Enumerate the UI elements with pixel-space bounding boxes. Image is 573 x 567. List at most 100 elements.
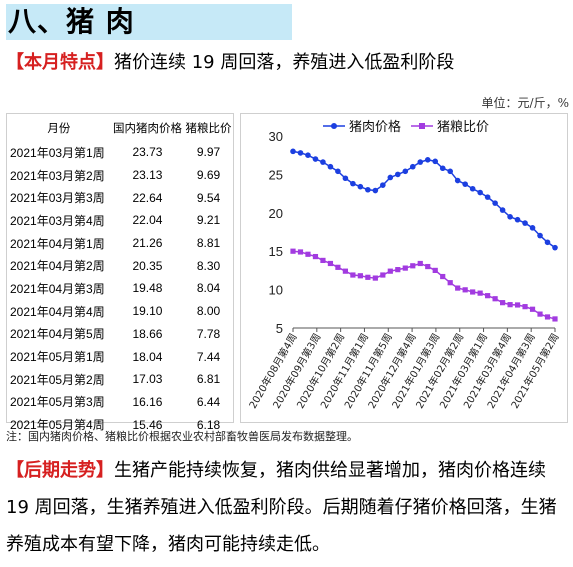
data-point — [327, 260, 334, 267]
table-row: 2021年03月第3周 22.64 9.54 — [7, 186, 233, 209]
data-point — [402, 265, 408, 271]
data-point — [335, 168, 341, 175]
footnote: 注：国内猪肉价格、猪粮比价根据农业农村部畜牧兽医局发布数据整理。 — [6, 430, 358, 443]
feature-heading: 【本月特点】猪价连续 19 周回落，养殖进入低盈利阶段 — [6, 50, 454, 76]
data-point — [537, 232, 543, 239]
data-point — [297, 150, 304, 156]
pork-price-cell: 16.16 — [132, 394, 163, 409]
outlook-text: 生猪产能持续恢复，猪肉供给显著增加，猪肉价格连续 19 周回落，生猪养殖进入低盈… — [6, 460, 557, 555]
data-point — [514, 216, 521, 223]
data-point — [492, 200, 498, 206]
data-point — [342, 268, 348, 274]
data-point — [372, 275, 378, 281]
data-point — [447, 168, 453, 175]
table-row: 2021年05月第4周 15.46 6.18 — [7, 413, 233, 436]
data-point — [380, 272, 386, 278]
data-point — [507, 213, 513, 220]
data-point — [320, 257, 326, 264]
data-point — [537, 311, 543, 317]
data-point — [425, 263, 431, 270]
table-row: 2021年04月第2周 20.35 8.30 — [7, 254, 233, 277]
data-point — [529, 306, 536, 312]
y-tick-label: 30 — [269, 129, 283, 144]
data-point — [395, 171, 401, 178]
legend-marker — [419, 123, 425, 129]
data-point — [305, 152, 311, 158]
data-point — [462, 287, 468, 293]
data-point — [409, 163, 416, 170]
pork-price-cell: 22.64 — [132, 190, 163, 205]
legend-marker — [331, 123, 337, 129]
table-row: 2021年03月第2周 23.13 9.69 — [7, 164, 233, 187]
data-point — [500, 300, 506, 306]
week-cell: 2021年04月第3周 — [10, 281, 105, 296]
data-point — [462, 181, 468, 187]
hog-grain-ratio-cell: 6.18 — [196, 417, 221, 432]
pork-price-cell: 17.03 — [132, 372, 163, 387]
week-cell: 2021年05月第3周 — [10, 395, 105, 410]
hog-grain-ratio-cell: 7.44 — [196, 349, 221, 364]
hog-grain-ratio-cell: 9.54 — [196, 190, 221, 205]
table-header-row: 月份 国内猪肉价格 猪粮比价 — [7, 114, 233, 141]
data-point — [454, 177, 461, 184]
table-row: 2021年04月第1周 21.26 8.81 — [7, 232, 233, 255]
data-point — [552, 244, 558, 251]
data-point — [492, 296, 498, 302]
week-cell: 2021年03月第3周 — [10, 191, 105, 206]
data-point — [410, 263, 416, 269]
pork-price-cell: 21.26 — [132, 236, 163, 251]
outlook-paragraph: 【后期走势】生猪产能持续恢复，猪肉供给显著增加，猪肉价格连续 19 周回落，生猪… — [6, 452, 571, 563]
pork-price-cell: 20.35 — [132, 258, 163, 273]
data-point — [484, 194, 491, 200]
data-point — [522, 304, 528, 310]
data-point — [440, 273, 446, 280]
hog-grain-ratio-cell: 9.21 — [196, 213, 221, 228]
chart-svg: 510152025302020年08月第4周2020年09月第3周2020年10… — [246, 119, 562, 411]
outlook-tag: 【后期走势】 — [6, 460, 114, 481]
data-point — [432, 267, 438, 273]
legend-label: 猪肉价格 — [349, 119, 401, 135]
data-point — [305, 251, 311, 257]
data-point — [469, 185, 476, 192]
week-cell: 2021年05月第4周 — [10, 418, 105, 433]
y-tick-label: 20 — [269, 206, 283, 221]
week-cell: 2021年05月第1周 — [10, 350, 105, 365]
table-row: 2021年04月第3周 19.48 8.04 — [7, 277, 233, 300]
data-point — [372, 187, 379, 194]
pork-price-cell: 19.48 — [132, 281, 163, 296]
week-cell: 2021年03月第2周 — [10, 168, 105, 183]
pork-price-cell: 22.04 — [132, 213, 163, 228]
data-point — [365, 274, 371, 280]
week-cell: 2021年04月第2周 — [10, 259, 105, 274]
column-header: 猪粮比价 — [185, 122, 232, 135]
hog-grain-ratio-cell: 6.81 — [196, 372, 221, 387]
data-point — [320, 159, 326, 165]
data-point — [470, 289, 476, 295]
data-point — [342, 175, 349, 182]
data-point — [439, 165, 446, 172]
table-row: 2021年04月第5周 18.66 7.78 — [7, 323, 233, 346]
column-header: 国内猪肉价格 — [112, 122, 182, 135]
data-point — [290, 248, 296, 254]
pork-price-cell: 23.73 — [132, 145, 163, 160]
unit-label: 单位：元/斤，% — [481, 96, 569, 110]
pork-price-cell: 19.10 — [132, 304, 163, 319]
data-point — [485, 293, 491, 299]
hog-grain-ratio-cell: 7.78 — [196, 326, 221, 341]
pork-price-cell: 18.04 — [132, 349, 163, 364]
pork-price-cell: 15.46 — [132, 417, 163, 432]
week-cell: 2021年04月第1周 — [10, 236, 105, 251]
pork-price-cell: 23.13 — [132, 168, 163, 183]
hog-grain-ratio-cell: 6.44 — [196, 394, 221, 409]
data-point — [290, 148, 296, 155]
feature-text: 猪价连续 19 周回落，养殖进入低盈利阶段 — [114, 52, 455, 73]
data-point — [312, 253, 319, 260]
week-cell: 2021年04月第4周 — [10, 304, 105, 319]
data-point — [432, 158, 439, 165]
data-point — [507, 302, 513, 308]
price-chart: 5 10 15 20 25 30 2020年08月第4周 2020年09月第3周 2020年10… — [240, 113, 568, 423]
data-point — [544, 314, 551, 320]
week-cell: 2021年05月第2周 — [10, 372, 105, 387]
hog-grain-ratio-cell: 8.81 — [196, 236, 221, 251]
y-tick-label: 10 — [269, 283, 283, 298]
